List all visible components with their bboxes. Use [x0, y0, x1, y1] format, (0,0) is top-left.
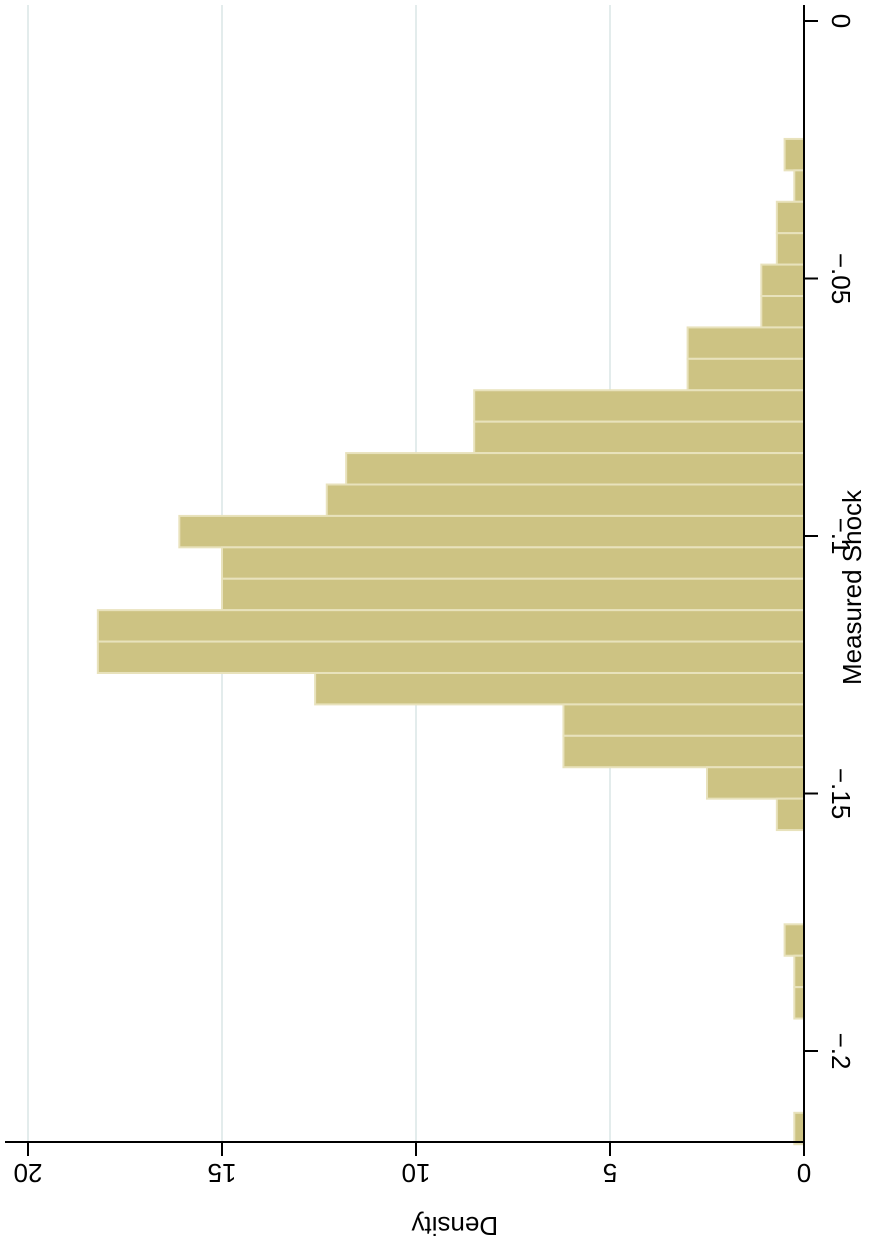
- histogram-bar-21: [775, 797, 806, 832]
- histogram-bar-1: [793, 169, 805, 203]
- histogram-bar-15: [96, 609, 805, 643]
- histogram-bar-4: [760, 263, 806, 298]
- x-tick-label-2: −.1: [826, 518, 856, 555]
- histogram-bar-2: [775, 200, 806, 235]
- histogram-bar-6: [686, 326, 805, 360]
- histogram-bar-16: [96, 640, 805, 674]
- histogram-bar-20: [706, 766, 805, 800]
- y-tick-label-3: 15: [208, 1158, 237, 1188]
- histogram-bar-7: [686, 357, 805, 392]
- histogram-bar-14: [221, 577, 805, 612]
- histogram-bar-22: [783, 923, 805, 957]
- histogram-bar-3: [775, 232, 806, 266]
- histogram-bar-5: [760, 295, 806, 329]
- x-tick-label-0: 0: [826, 14, 856, 28]
- x-tick-label-4: −.2: [826, 1033, 856, 1070]
- y-tick-label-1: 5: [603, 1158, 617, 1188]
- x-axis-title: Measured Shock: [837, 489, 867, 685]
- y-tick-label-0: 0: [797, 1158, 811, 1188]
- x-tick-label-1: −.05: [826, 253, 856, 304]
- histogram-bar-8: [473, 389, 805, 423]
- histogram-bar-18: [562, 703, 805, 737]
- histogram-bar-19: [562, 734, 805, 769]
- histogram-bars: [96, 137, 806, 1146]
- histogram-bar-25: [793, 1111, 805, 1146]
- histogram-bar-10: [345, 452, 805, 486]
- histogram-bar-11: [325, 483, 805, 517]
- measured-shock-axis: 0 −.05 −.1 −.15 −.2: [803, 5, 856, 1142]
- histogram-bar-12: [178, 514, 805, 549]
- y-axis-title: Density: [411, 1211, 498, 1241]
- histogram-bar-17: [314, 671, 805, 706]
- histogram-bar-23: [793, 954, 805, 989]
- density-axis: 0 5 10 15 20: [5, 1141, 811, 1188]
- histogram-bar-13: [221, 546, 805, 580]
- histogram-bar-9: [473, 420, 805, 455]
- x-tick-label-3: −.15: [826, 768, 856, 819]
- y-tick-label-4: 20: [14, 1158, 43, 1188]
- y-tick-label-2: 10: [402, 1158, 431, 1188]
- histogram-bar-0: [783, 137, 805, 172]
- histogram-bar-24: [793, 986, 805, 1020]
